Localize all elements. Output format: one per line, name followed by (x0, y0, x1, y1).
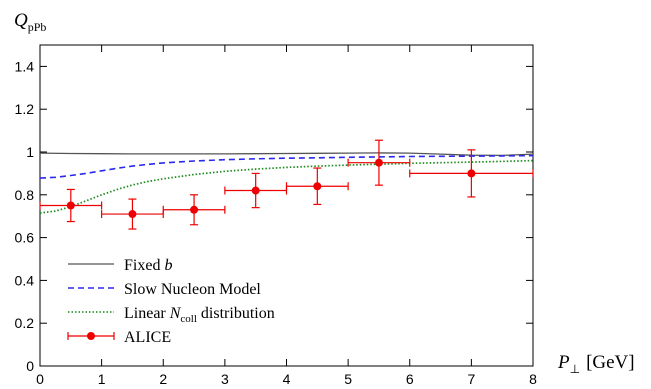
legend-item-alice: ALICE (67, 329, 171, 346)
alice-marker (374, 158, 383, 167)
alice-points (39, 139, 534, 230)
x-tick-label-2: 2 (159, 371, 167, 387)
alice-marker (467, 169, 476, 178)
y-tick-label-1-2: 1.2 (15, 101, 35, 117)
series-lines (39, 152, 534, 214)
y-tick-label-0-4: 0.4 (15, 272, 35, 288)
x-tick-label-4: 4 (283, 371, 291, 387)
x-tick-label-1: 1 (98, 371, 106, 387)
fixed-b-curve (39, 152, 534, 157)
x-tick-label-7: 7 (467, 371, 475, 387)
alice-marker (128, 210, 137, 219)
x-tick-label-3: 3 (221, 371, 229, 387)
y-axis-title: QpPb (14, 10, 46, 34)
legend: Fixed b Slow Nucleon Model Linear Ncoll … (67, 257, 275, 346)
y-tick-label-1: 1 (26, 144, 34, 160)
x-axis-title: P⊥ [GeV] (557, 352, 635, 376)
linear-ncoll-curve (39, 159, 534, 214)
plot-frame (39, 44, 534, 367)
x-tick-label-5: 5 (344, 371, 352, 387)
alice-point-3 (162, 194, 226, 226)
x-ticks: 0 1 2 3 4 5 6 7 8 (36, 45, 537, 387)
alice-point-7 (409, 149, 534, 198)
legend-label-linear-ncoll: Linear Ncoll distribution (124, 305, 275, 325)
alice-point-5 (285, 167, 349, 206)
legend-label-fixed-b: Fixed b (124, 257, 172, 274)
x-tick-label-6: 6 (406, 371, 414, 387)
alice-point-6 (347, 139, 411, 186)
y-tick-label-1-4: 1.4 (15, 58, 35, 74)
y-tick-label-0-6: 0.6 (15, 230, 35, 246)
alice-marker (313, 182, 322, 191)
y-tick-label-0-8: 0.8 (15, 187, 35, 203)
y-tick-label-0: 0 (26, 358, 34, 374)
legend-item-slow-nucleon: Slow Nucleon Model (68, 281, 261, 298)
y-ticks: 0 0.2 0.4 0.6 0.8 1 1.2 1.4 (15, 58, 533, 374)
legend-label-slow-nucleon: Slow Nucleon Model (124, 281, 261, 298)
alice-point-2 (101, 198, 164, 230)
alice-marker (251, 186, 260, 195)
x-tick-label-8: 8 (529, 371, 537, 387)
alice-point-4 (224, 172, 288, 209)
alice-marker (190, 205, 199, 214)
alice-point-1 (39, 188, 103, 223)
legend-swatch-alice-marker (87, 332, 95, 340)
legend-item-fixed-b: Fixed b (68, 257, 172, 274)
legend-item-linear-ncoll: Linear Ncoll distribution (68, 305, 275, 325)
legend-label-alice: ALICE (124, 329, 171, 346)
x-tick-label-0: 0 (36, 371, 44, 387)
alice-marker (66, 201, 75, 210)
slow-nucleon-curve (39, 154, 534, 179)
y-tick-label-0-2: 0.2 (15, 315, 35, 331)
